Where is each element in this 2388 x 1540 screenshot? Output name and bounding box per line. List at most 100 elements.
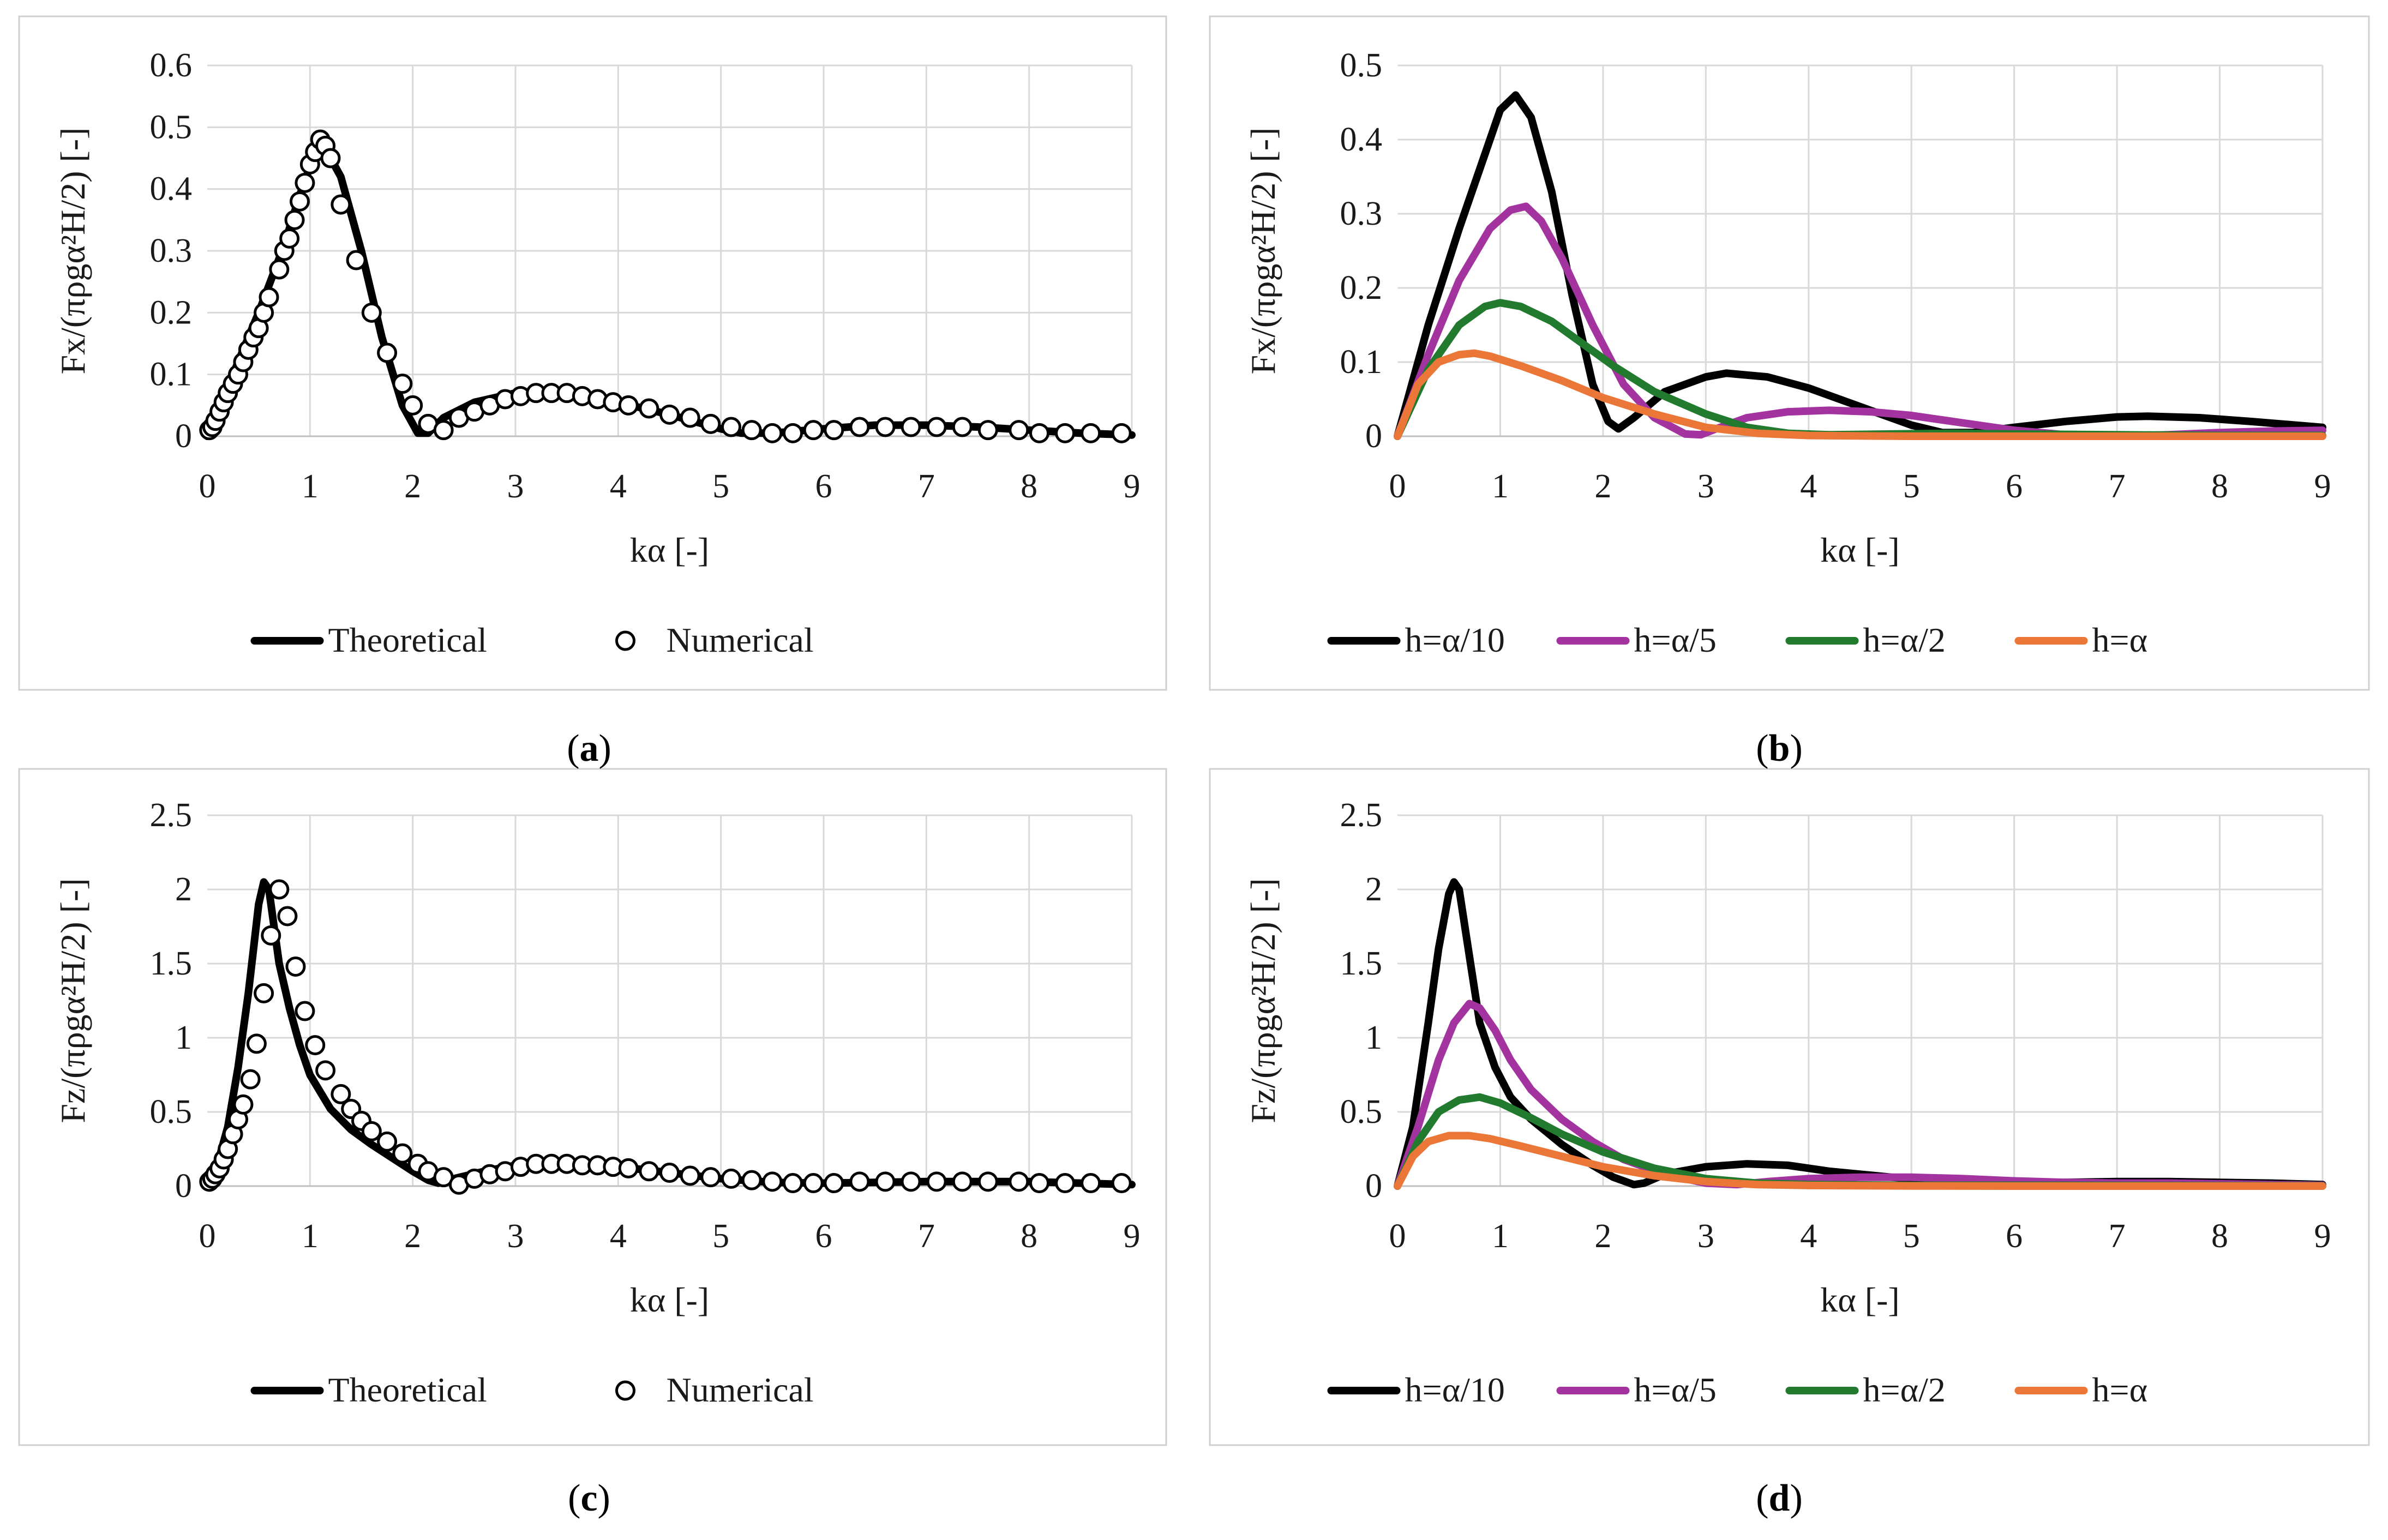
y-tick-label: 0.2 — [1340, 269, 1383, 306]
data-point-numerical — [784, 1175, 802, 1192]
legend-swatch-marker — [617, 632, 634, 649]
y-tick-label: 0.2 — [150, 294, 193, 331]
x-tick-label: 2 — [404, 1218, 421, 1255]
data-point-numerical — [281, 230, 298, 247]
data-point-numerical — [317, 1062, 334, 1079]
caption-a: (a) — [567, 727, 611, 769]
data-point-numerical — [764, 424, 781, 442]
y-tick-label: 0.6 — [150, 47, 193, 84]
data-point-numerical — [271, 261, 288, 278]
data-point-numerical — [322, 149, 339, 167]
legend-label: h=α/10 — [1405, 621, 1505, 659]
y-tick-label: 0.5 — [1340, 47, 1383, 84]
data-point-numerical — [877, 418, 894, 436]
panel-d: 00.511.522.50 1 2 3 4 5 6 7 8 9kα [-]Fz/(πρgα²H/2… — [1210, 769, 2369, 1445]
y-tick-label: 0.5 — [1340, 1093, 1383, 1130]
data-point-numerical — [255, 984, 273, 1002]
x-tick-label: 0 — [199, 1218, 216, 1255]
chart-frame — [1210, 16, 2369, 690]
data-point-numerical — [825, 1175, 843, 1192]
data-point-numerical — [1057, 1175, 1074, 1192]
data-point-numerical — [661, 1164, 679, 1182]
x-tick-label: 4 — [1800, 468, 1817, 505]
legend-label: h=α/2 — [1863, 1370, 1946, 1409]
data-point-numerical — [235, 1096, 252, 1113]
y-tick-label: 0 — [175, 1168, 192, 1205]
x-tick-label: 0 — [199, 468, 216, 505]
data-point-numerical — [435, 422, 452, 439]
y-tick-label: 0.1 — [1340, 344, 1383, 381]
data-point-numerical — [979, 422, 997, 439]
y-tick-label: 2 — [1365, 871, 1382, 908]
y-tick-label: 0.5 — [150, 109, 193, 146]
data-point-numerical — [287, 958, 304, 975]
data-point-numerical — [347, 251, 365, 269]
x-axis-title: kα [-] — [630, 1280, 709, 1319]
x-tick-label: 4 — [1800, 1218, 1817, 1255]
data-point-numerical — [620, 1159, 637, 1177]
data-point-numerical — [1057, 424, 1074, 442]
x-tick-label: 1 — [302, 468, 319, 505]
data-point-numerical — [279, 907, 296, 925]
data-point-numerical — [1031, 424, 1048, 442]
y-tick-label: 0 — [175, 418, 192, 455]
y-tick-label: 1.5 — [150, 945, 193, 982]
chart-frame — [1210, 769, 2369, 1445]
x-tick-label: 4 — [610, 1218, 627, 1255]
x-tick-label: 2 — [1594, 1218, 1611, 1255]
data-point-numerical — [248, 1035, 265, 1052]
y-tick-label: 0.5 — [150, 1093, 193, 1130]
data-point-numerical — [394, 375, 411, 393]
x-tick-label: 8 — [1021, 1218, 1037, 1255]
y-axis-title: Fz/(πρgα²H/2) [-] — [1244, 878, 1282, 1123]
y-tick-label: 1 — [1365, 1019, 1382, 1056]
x-tick-label: 9 — [2314, 1218, 2331, 1255]
y-tick-label: 0.4 — [1340, 121, 1383, 158]
x-tick-label: 8 — [2211, 1218, 2228, 1255]
y-tick-label: 2.5 — [1340, 797, 1383, 834]
y-tick-label: 0 — [1365, 418, 1382, 455]
data-point-numerical — [681, 409, 699, 426]
data-point-numerical — [271, 881, 288, 898]
y-tick-label: 1 — [175, 1019, 192, 1056]
caption-d: (d) — [1756, 1477, 1803, 1519]
legend-label: h=α/5 — [1634, 1370, 1717, 1409]
legend-label: h=α — [2092, 1370, 2148, 1409]
data-point-numerical — [242, 1070, 259, 1088]
x-tick-label: 7 — [2109, 1218, 2126, 1255]
legend-label: Theoretical — [328, 1370, 487, 1409]
x-tick-label: 5 — [712, 1218, 729, 1255]
data-point-numerical — [1010, 1173, 1028, 1190]
data-point-numerical — [307, 1037, 324, 1054]
data-point-numerical — [1113, 1175, 1130, 1192]
panel-c: 0 0.5 1 1.5 2 2.5 0 1 2 3 4 5 6 7 8 9 kα [-] Fz/(πρgα²H/2… — [19, 769, 1166, 1445]
caption-b: (b) — [1756, 727, 1803, 769]
data-point-numerical — [286, 211, 303, 228]
x-tick-label: 3 — [1697, 468, 1714, 505]
x-tick-label: 4 — [610, 468, 627, 505]
data-point-numerical — [902, 1173, 920, 1190]
data-point-numerical — [640, 1163, 658, 1180]
x-axis-title: kα [-] — [630, 531, 709, 569]
x-tick-label: 9 — [1124, 468, 1141, 505]
data-point-numerical — [928, 418, 945, 436]
data-point-numerical — [260, 288, 278, 306]
data-point-numerical — [702, 1169, 719, 1186]
data-point-numerical — [262, 927, 280, 944]
data-point-numerical — [1031, 1175, 1048, 1192]
data-point-numerical — [681, 1167, 699, 1184]
x-tick-label: 5 — [712, 468, 729, 505]
x-tick-label: 9 — [2314, 468, 2331, 505]
y-axis-title: Fx/(πρgα²H/2) [-] — [53, 128, 92, 375]
x-tick-label: 3 — [1697, 1218, 1714, 1255]
x-tick-label: 3 — [507, 468, 524, 505]
data-point-numerical — [363, 304, 380, 321]
data-point-numerical — [620, 396, 637, 414]
legend-label: h=α/5 — [1634, 621, 1717, 659]
caption-c: (c) — [568, 1477, 610, 1519]
panel-a: 0 0.1 0.2 0.3 0.4 0.5 0.6 0 1 2 3 4 5 6 7 8 9 kα [-] Fx/(π… — [19, 16, 1166, 690]
data-point-numerical — [1010, 422, 1028, 439]
legend-swatch-marker — [617, 1382, 634, 1399]
data-point-numerical — [902, 418, 920, 436]
x-tick-label: 6 — [815, 468, 832, 505]
